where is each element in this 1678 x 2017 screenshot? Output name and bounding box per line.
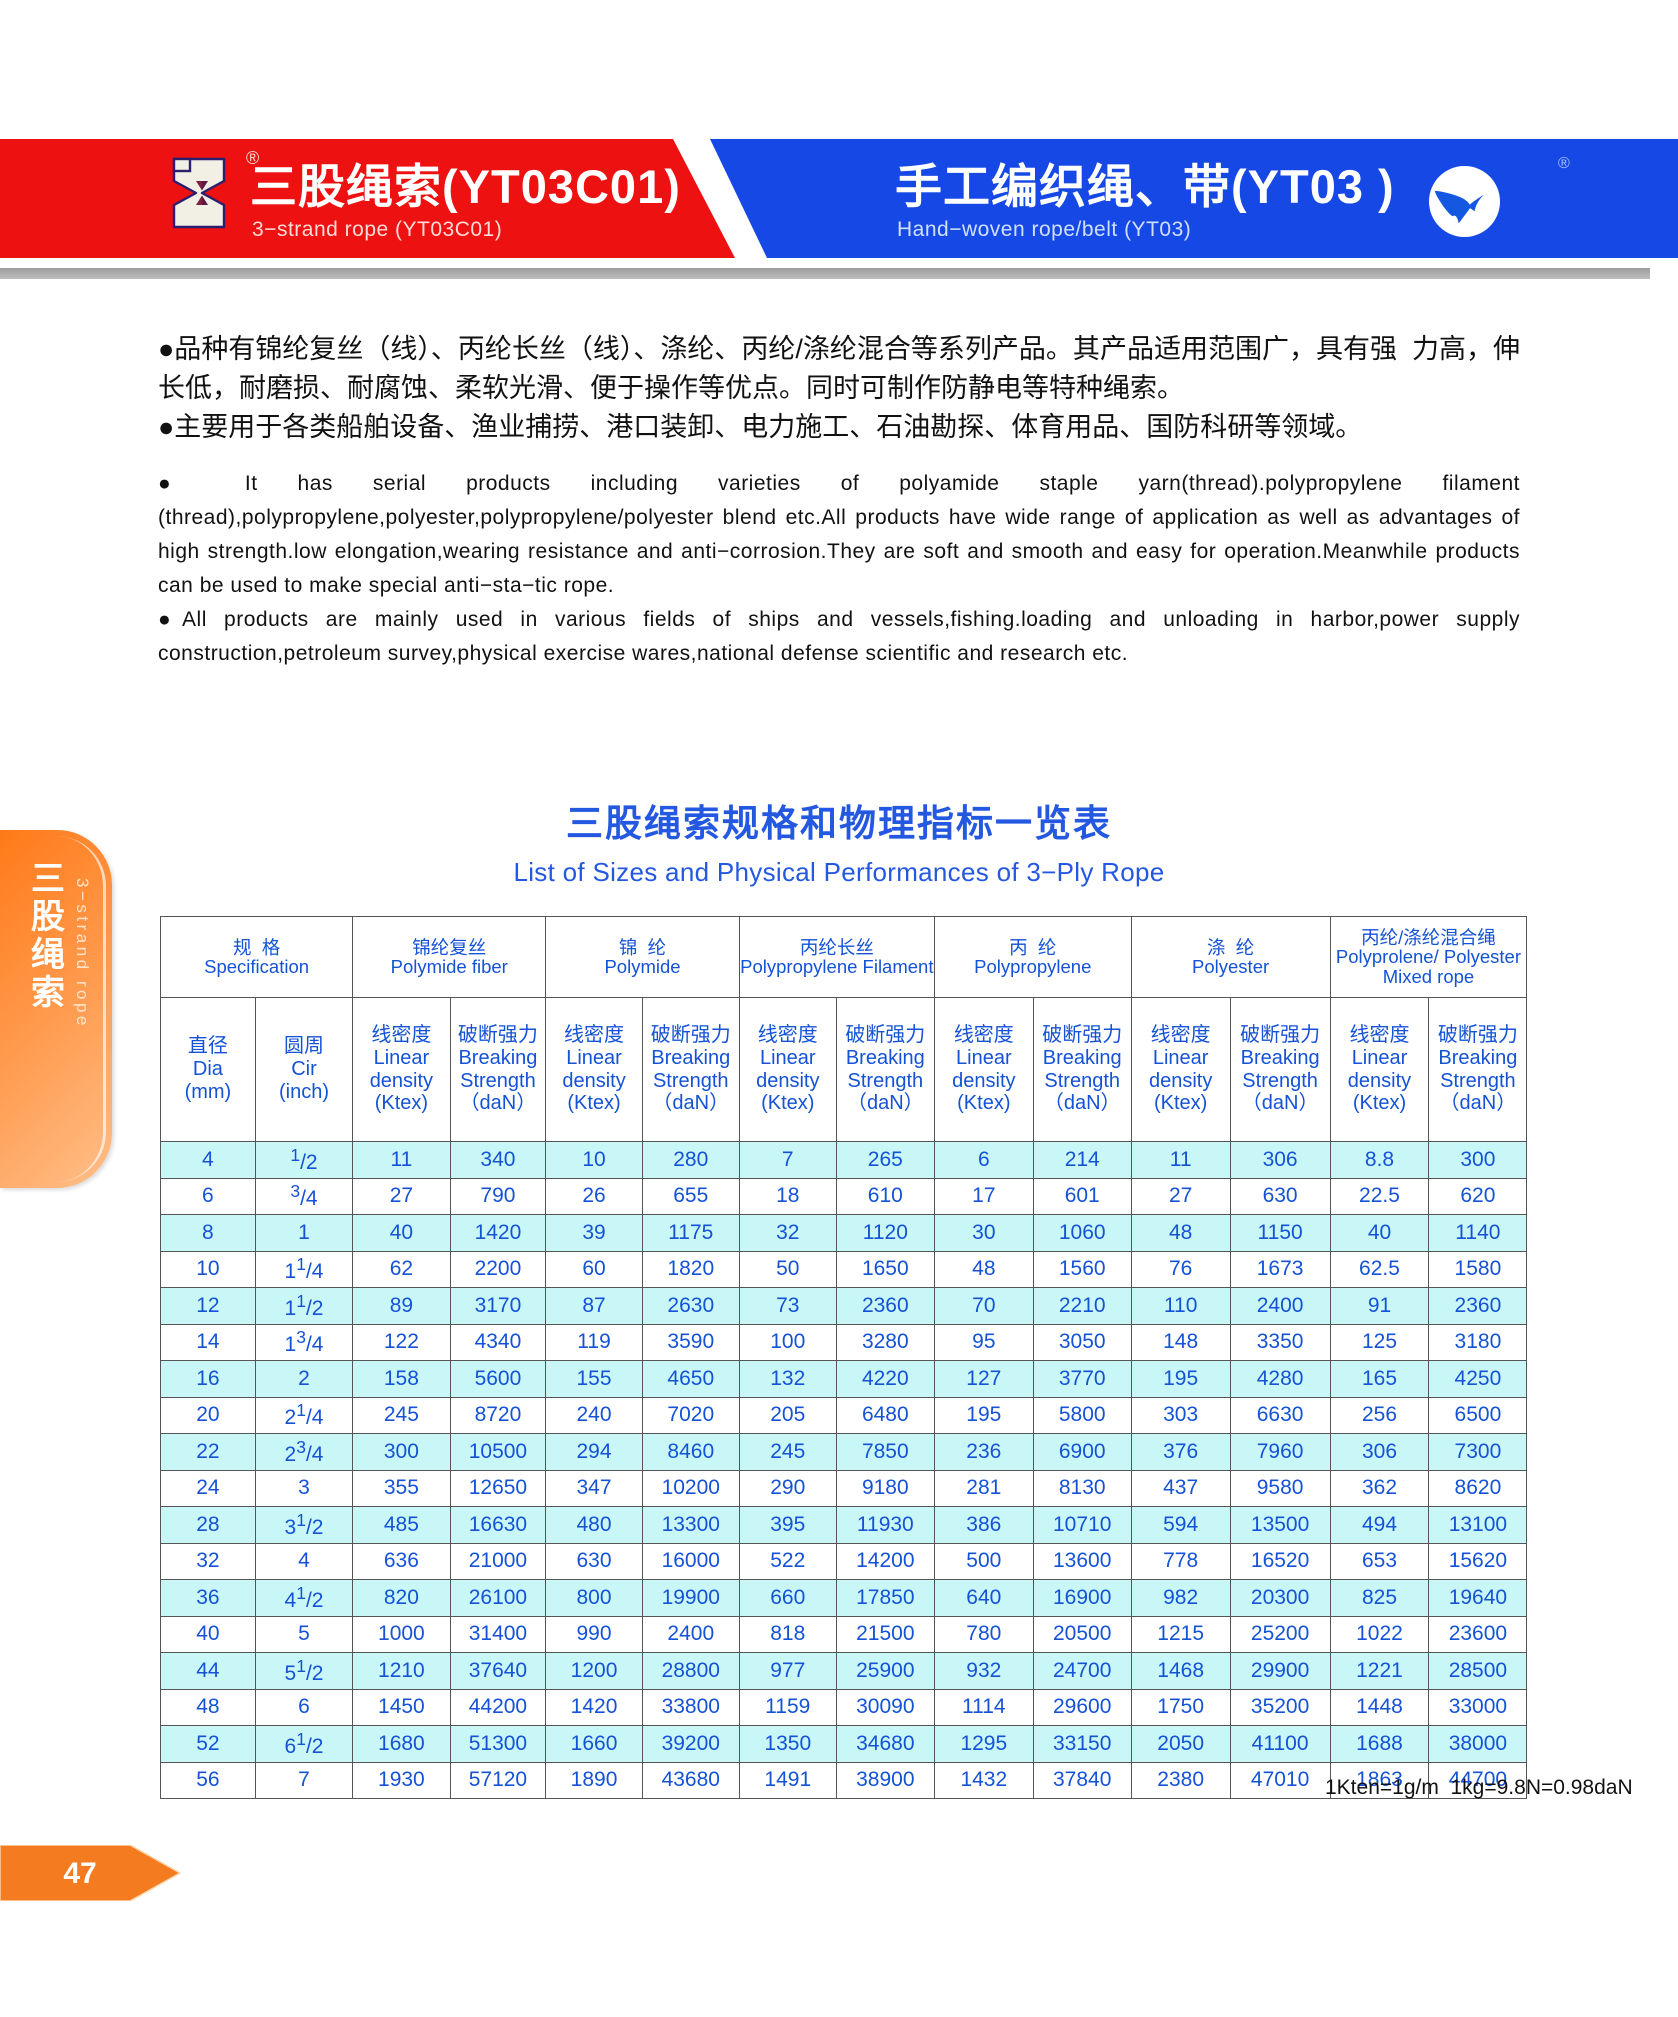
svg-text:47: 47 bbox=[63, 1857, 96, 1890]
